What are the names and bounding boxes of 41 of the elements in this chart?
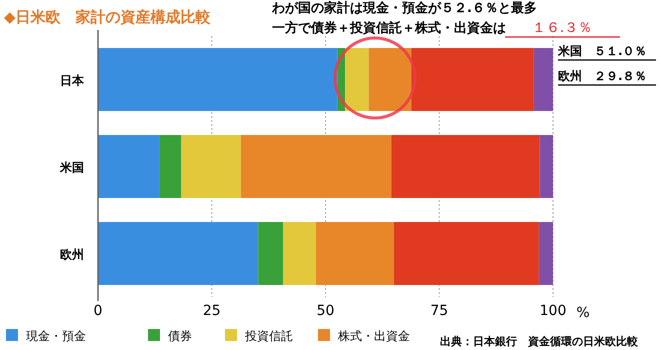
annotation: 一方で債券＋投資信託＋株式・出資金は: [272, 20, 506, 36]
text: わが国の家計は現金・預金が５２.６％と最多: [271, 0, 537, 16]
bar: [391, 135, 540, 198]
bar: [534, 48, 553, 111]
bar: [538, 222, 553, 285]
bar: [159, 135, 182, 198]
bar: [316, 222, 394, 285]
bar: [98, 135, 160, 198]
bar: [540, 135, 553, 198]
bar: [181, 135, 241, 198]
bar: [98, 48, 338, 111]
bar: [345, 48, 369, 111]
y-tick-label: 日本: [60, 74, 85, 88]
legend-item: 債券: [148, 329, 192, 343]
legend-label: 現金・預金: [26, 329, 86, 343]
x-tick-label: 100: [540, 303, 566, 319]
bar: [283, 222, 316, 285]
legend-label: 債券: [168, 329, 192, 343]
source-note: 出典：日本銀行 資金循環の日米欧比較: [440, 335, 639, 348]
legend-item: 株式・出資金: [318, 329, 410, 343]
text: 米国 ５１.０％: [557, 44, 647, 58]
x-tick-label: 25: [202, 303, 221, 319]
chart-title: ◆日米欧 家計の資産構成比較: [4, 8, 212, 26]
legend-item: 投資信託: [225, 329, 293, 343]
bar: [258, 222, 284, 285]
bar: [98, 222, 258, 285]
y-tick-label: 欧州: [60, 248, 84, 262]
legend-item: 現金・預金: [6, 329, 86, 343]
bar: [240, 135, 392, 198]
x-axis-title: %: [576, 305, 590, 321]
legend-label: 株式・出資金: [337, 329, 410, 343]
y-tick-label: 米国: [59, 160, 84, 174]
x-tick-label: 50: [316, 303, 334, 319]
legend-label: 投資信託: [244, 329, 293, 343]
bar: [368, 48, 412, 111]
x-tick-label: 75: [430, 303, 448, 319]
bar: [411, 48, 534, 111]
x-tick-label: 0: [94, 303, 102, 319]
annotation: １６.３％: [532, 20, 592, 36]
text: 欧州 ２９.８％: [558, 69, 647, 83]
bar: [394, 222, 539, 285]
